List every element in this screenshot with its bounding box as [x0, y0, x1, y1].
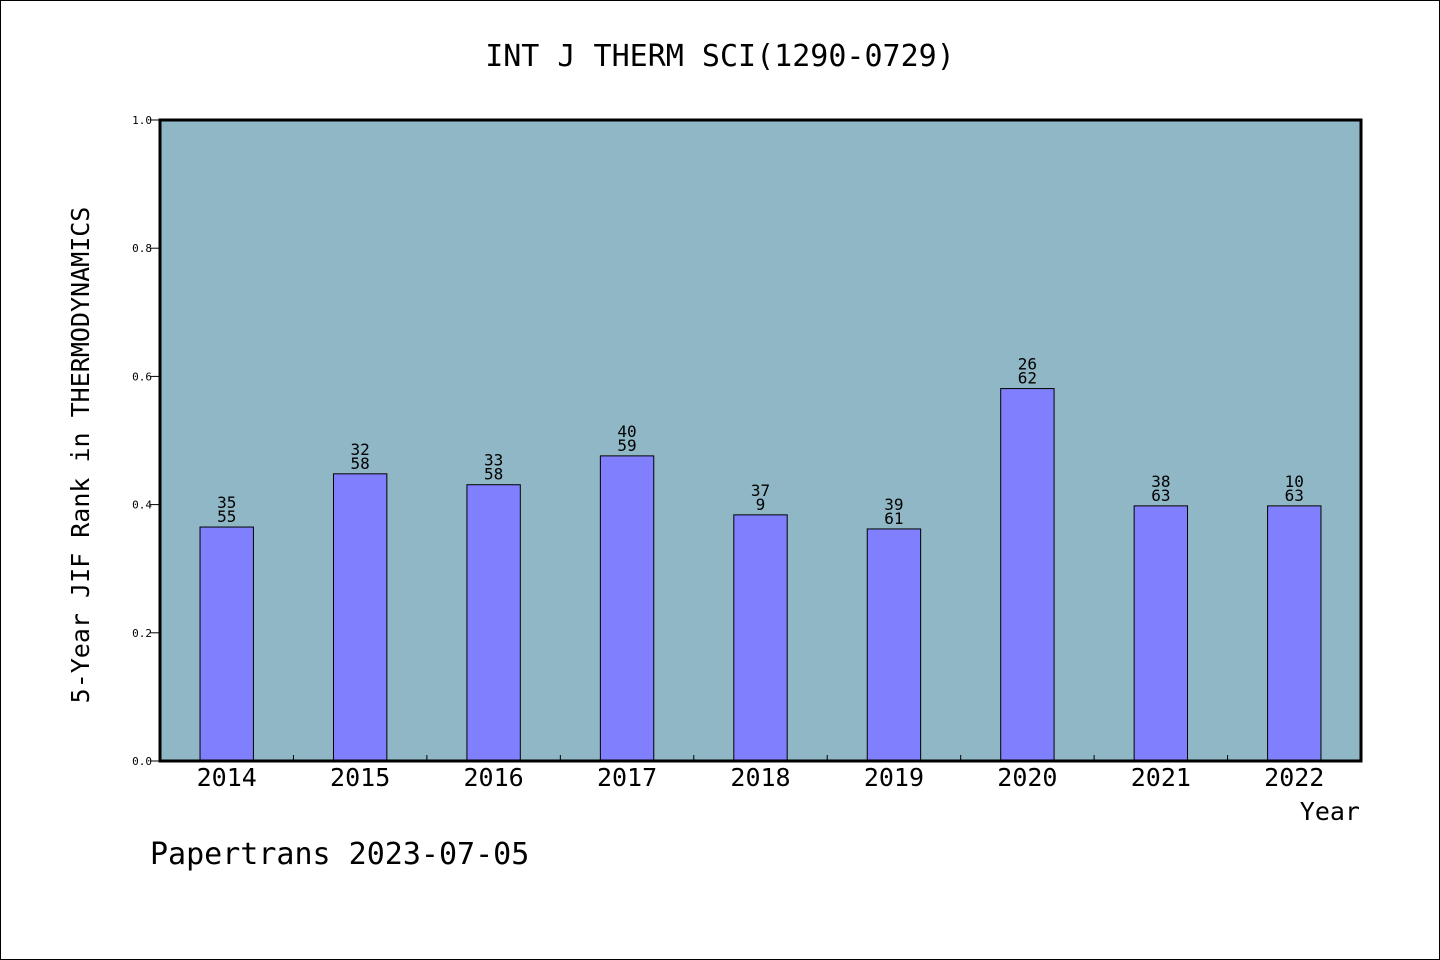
x-tick-label: 2021 [1131, 763, 1191, 792]
y-tick-label: 1.0 [132, 114, 152, 127]
bar-label-rank: 35 [217, 493, 236, 512]
bar-label-total: 62 [1018, 369, 1037, 388]
bar-2020 [1000, 388, 1055, 762]
chart-title: INT J THERM SCI(1290-0729) [485, 39, 955, 74]
bar-2015 [332, 473, 388, 762]
y-tick-label: 0.6 [132, 370, 152, 383]
bar-label-rank: 10 [1285, 472, 1304, 491]
bar-label-rank: 26 [1018, 355, 1037, 374]
y-tick-label: 0.8 [132, 242, 152, 255]
bar-label-total: 59 [617, 436, 636, 455]
bar-label-rank: 32 [351, 440, 370, 459]
y-axis-ticks: 0.0 0.2 0.4 0.6 0.8 1.0 [132, 114, 160, 768]
y-tick-label: 0.0 [132, 755, 152, 768]
x-axis-label: Year [1300, 797, 1360, 826]
bar-2021 [1133, 505, 1189, 762]
x-tick-label: 2019 [864, 763, 924, 792]
bar-label-total: 63 [1285, 486, 1304, 505]
bar-label-rank: 33 [484, 451, 503, 470]
footer-credit: Papertrans 2023-07-05 [150, 837, 529, 872]
x-tick-label: 2017 [597, 763, 657, 792]
x-tick-label: 2018 [730, 763, 790, 792]
bar-label-total: 58 [351, 454, 370, 473]
y-tick-label: 0.4 [132, 499, 152, 512]
x-tick-label: 2020 [997, 763, 1057, 792]
y-tick-label: 0.2 [132, 627, 152, 640]
y-axis-label: 5-Year JIF Rank in THERMODYNAMICS [66, 207, 95, 704]
bar-label-rank: 39 [884, 495, 903, 514]
bar-2019 [866, 528, 922, 762]
bar-label-total: 61 [884, 509, 903, 528]
bar-label-rank: 40 [617, 422, 636, 441]
bar-2016 [466, 484, 521, 762]
bar-2014 [199, 526, 254, 762]
bar-2017 [599, 455, 655, 762]
bar-label-rank: 38 [1151, 472, 1170, 491]
bar-2018 [733, 514, 788, 762]
plot-border [158, 118, 1363, 763]
x-axis-ticks: 2014 2015 2016 2017 2018 2019 2020 2021 2022 [197, 755, 1324, 792]
x-tick-label: 2015 [330, 763, 390, 792]
bar-label-total: 63 [1151, 486, 1170, 505]
x-tick-label: 2014 [197, 763, 257, 792]
x-tick-label: 2016 [464, 763, 524, 792]
x-tick-label: 2022 [1264, 763, 1324, 792]
bar-label-total: 58 [484, 465, 503, 484]
bars [199, 388, 1322, 762]
bar-label-rank: 37 [751, 481, 770, 500]
bar-label-total: 55 [217, 507, 236, 526]
bar-2022 [1267, 505, 1322, 762]
bar-label-total: 9 [756, 495, 766, 514]
